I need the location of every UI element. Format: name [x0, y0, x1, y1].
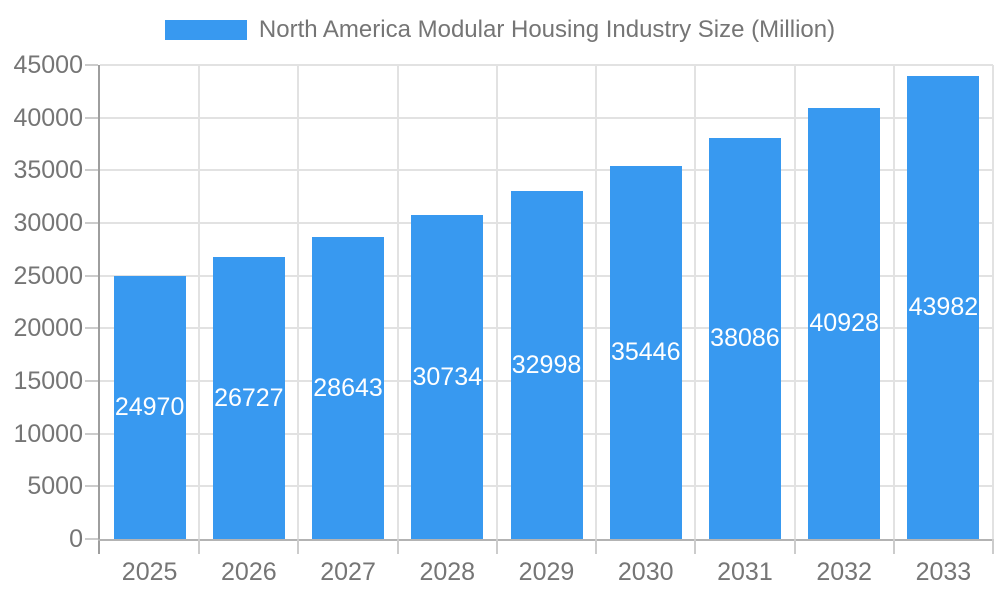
y-tick-label: 45000: [13, 51, 83, 79]
x-tick-mark: [495, 539, 498, 554]
bar: [808, 107, 881, 539]
bar: [212, 257, 285, 539]
y-tick-mark: [85, 327, 98, 330]
x-tick-mark: [396, 539, 399, 554]
bar: [312, 237, 385, 539]
bar-value-label: 28643: [313, 374, 383, 403]
legend: North America Modular Housing Industry S…: [0, 17, 1000, 43]
y-tick-label: 5000: [27, 472, 83, 501]
x-axis-labels: 2025 2026 2027 2028 2029 2030 2031 2032 2033: [100, 556, 993, 588]
x-tick-label: 2032: [816, 558, 872, 586]
plot-area: 24970 26727 28643 30734 32998 35446 38086 40928…: [85, 64, 994, 554]
bar: [411, 215, 484, 539]
y-gridline: [100, 116, 993, 119]
x-tick-mark: [198, 539, 201, 554]
x-gridline: [396, 65, 399, 539]
y-tick-label: 35000: [13, 156, 83, 185]
x-tick-label: 2027: [320, 558, 376, 586]
y-tick-label: 40000: [13, 103, 83, 132]
x-tick-label: 2025: [121, 558, 178, 586]
x-tick-label: 2026: [221, 558, 277, 586]
y-tick-label: 25000: [13, 261, 83, 290]
y-tick-mark: [85, 64, 98, 66]
x-tick-mark: [297, 539, 300, 554]
y-tick-label: 30000: [13, 209, 83, 237]
x-gridline: [495, 65, 498, 539]
bar: [113, 275, 186, 539]
bar-value-label: 30734: [412, 363, 483, 392]
x-tick-mark: [793, 539, 796, 554]
x-gridline: [793, 65, 796, 539]
x-axis-baseline: [98, 539, 993, 541]
bar: [510, 191, 583, 539]
y-tick-mark: [85, 538, 98, 540]
x-gridline: [992, 65, 994, 539]
x-gridline: [892, 65, 895, 539]
y-tick-mark: [85, 485, 98, 488]
x-gridline: [198, 65, 201, 539]
y-tick-mark: [85, 380, 98, 382]
legend-swatch: [164, 20, 247, 40]
bar-value-label: 24970: [114, 393, 185, 422]
bar-value-label: 35446: [610, 338, 681, 367]
x-tick-mark: [595, 539, 598, 554]
bar-value-label: 38086: [710, 324, 780, 353]
y-tick-label: 20000: [13, 314, 83, 343]
x-tick-mark: [694, 539, 697, 554]
x-tick-label: 2030: [617, 558, 674, 586]
y-axis-labels: 0 5000 10000 15000 20000 25000 30000 35000 40000…: [0, 51, 83, 553]
y-tick-label: 15000: [13, 367, 83, 395]
x-tick-label: 2028: [419, 558, 476, 586]
y-tick-mark: [85, 274, 98, 277]
y-tick-mark: [85, 222, 98, 224]
y-tick-mark: [85, 116, 98, 119]
x-tick-mark: [892, 539, 895, 554]
bar-value-label: 40928: [809, 309, 879, 338]
y-tick-label: 0: [69, 525, 83, 553]
bar: [907, 75, 980, 539]
x-gridline: [694, 65, 697, 539]
y-tick-mark: [85, 432, 98, 435]
x-gridline: [595, 65, 598, 539]
bar-value-label: 43982: [908, 293, 979, 322]
y-tick-label: 10000: [13, 419, 83, 448]
bar-value-label: 26727: [214, 384, 284, 413]
y-tick-mark: [85, 169, 98, 172]
y-gridline: [100, 64, 993, 66]
bar: [708, 137, 781, 539]
legend-label: North America Modular Housing Industry S…: [258, 16, 836, 43]
x-tick-mark: [992, 539, 994, 554]
bar: [609, 165, 682, 539]
bar-value-label: 32998: [511, 351, 582, 380]
x-tick-label: 2033: [915, 558, 972, 586]
x-gridline: [297, 65, 300, 539]
x-tick-label: 2029: [518, 558, 575, 586]
y-gridline: [100, 169, 993, 172]
y-axis-line: [98, 65, 100, 554]
x-tick-label: 2031: [717, 558, 773, 586]
